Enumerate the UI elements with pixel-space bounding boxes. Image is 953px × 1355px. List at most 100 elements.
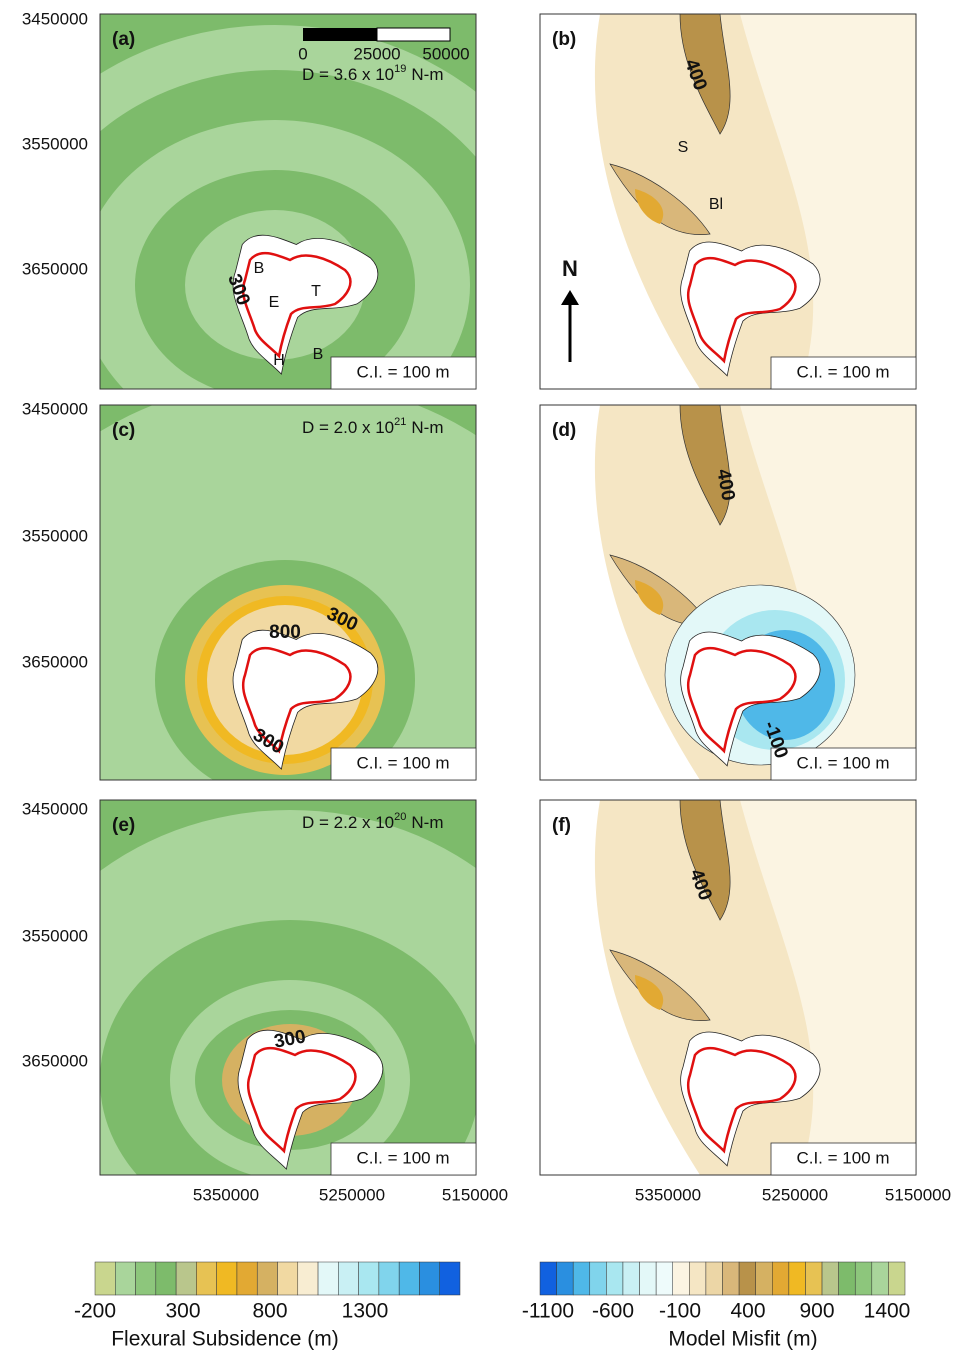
x-tick-label: 5250000 [762,1185,828,1204]
colorbar-tick: -600 [592,1300,634,1323]
rigidity-text: D = 3.6 x 10 [302,65,394,84]
place-label: B [254,260,265,277]
colorbar-tick: 1300 [342,1300,389,1323]
colorbar-cell [656,1262,673,1295]
scale-bar-label: 0 [298,44,307,63]
colorbar-cell [573,1262,590,1295]
colorbar-cell [359,1262,379,1295]
colorbar-title: Model Misfit (m) [668,1328,817,1351]
colorbar-cell [689,1262,706,1295]
colorbar-cell [115,1262,135,1295]
place-label: T [311,283,321,300]
panel-label: (a) [112,29,135,50]
x-tick-label: 5250000 [319,1185,385,1204]
colorbar-tick: 400 [730,1300,765,1323]
colorbar-cell [673,1262,690,1295]
x-tick-label: 5150000 [442,1185,508,1204]
colorbar-cell [278,1262,298,1295]
colorbar-tick: 300 [165,1300,200,1323]
scale-bar-label: 25000 [353,44,400,63]
colorbar-cell [805,1262,822,1295]
place-label: S [678,139,689,156]
ci-label: C.I. = 100 m [356,753,449,772]
scale-bar-black [303,28,377,41]
ci-label: C.I. = 100 m [796,753,889,772]
y-tick-label: 3550000 [22,926,88,945]
colorbar-cell [540,1262,557,1295]
colorbar-cell [822,1262,839,1295]
panel-label: (d) [552,420,576,441]
colorbar-cell [176,1262,196,1295]
rigidity-exp: 20 [394,811,406,823]
map-panel [540,14,916,389]
ci-label: C.I. = 100 m [796,362,889,381]
colorbar-tick: -1100 [522,1300,574,1323]
rigidity-exp: 19 [394,63,406,75]
scale-bar-label: 50000 [422,44,469,63]
y-tick-label: 3450000 [22,9,88,28]
colorbar-cell [298,1262,318,1295]
ci-label: C.I. = 100 m [356,1148,449,1167]
colorbar-cell [318,1262,338,1295]
contour-label: 800 [269,622,301,643]
colorbar-cell [640,1262,657,1295]
colorbar-cell [772,1262,789,1295]
map-panel [540,800,916,1175]
rigidity-unit: N-m [411,65,443,84]
panel-label: (f) [552,815,571,836]
colorbar-cell [789,1262,806,1295]
figure: (a) D = 3.6 x 1019 N-m C.I. = 100 m (b) C.I. … [0,0,953,1355]
rigidity: D = 3.6 x 1019 N-m [302,63,444,85]
y-tick-label: 3450000 [22,399,88,418]
colorbar-tick: 900 [799,1300,834,1323]
colorbar-cell [706,1262,723,1295]
rigidity-text: D = 2.0 x 10 [302,418,394,437]
place-label: H [273,352,285,369]
colorbar-cell [739,1262,756,1295]
colorbar-cell [379,1262,399,1295]
colorbar-cell [419,1262,439,1295]
y-tick-label: 3650000 [22,259,88,278]
place-label: E [269,294,280,311]
colorbar-tick: -200 [74,1300,116,1323]
y-tick-label: 3450000 [22,799,88,818]
colorbar-cell [237,1262,257,1295]
y-tick-label: 3650000 [22,652,88,671]
colorbar-cell [217,1262,237,1295]
panel-label: (e) [112,815,135,836]
colorbar-title: Flexural Subsidence (m) [111,1328,339,1351]
rigidity-exp: 21 [394,416,406,428]
colorbar-cell [338,1262,358,1295]
north-label: N [562,256,578,281]
panel-label: (b) [552,29,576,50]
rigidity: D = 2.0 x 1021 N-m [302,416,444,438]
rigidity-text: D = 2.2 x 10 [302,813,394,832]
colorbar-cell [723,1262,740,1295]
rigidity-unit: N-m [411,813,443,832]
y-tick-label: 3550000 [22,134,88,153]
colorbar-cell [156,1262,176,1295]
colorbar-cell [196,1262,216,1295]
colorbar-cell [623,1262,640,1295]
place-label: B [313,346,324,363]
colorbar-tick: 800 [252,1300,287,1323]
colorbar-cell [440,1262,460,1295]
colorbar-cell [257,1262,277,1295]
y-tick-label: 3650000 [22,1051,88,1070]
colorbar-tick: -100 [659,1300,701,1323]
colorbar-cell [136,1262,156,1295]
colorbar-tick: 1400 [864,1300,911,1323]
panel-label: (c) [112,420,135,441]
colorbar-cell [590,1262,607,1295]
colorbar-cell [756,1262,773,1295]
colorbar-cell [872,1262,889,1295]
colorbar-cell [855,1262,872,1295]
y-tick-label: 3550000 [22,526,88,545]
colorbar-cell [839,1262,856,1295]
x-tick-label: 5350000 [635,1185,701,1204]
colorbar-cell [399,1262,419,1295]
colorbar-cell [95,1262,115,1295]
colorbar-cell [888,1262,905,1295]
rigidity-unit: N-m [411,418,443,437]
x-tick-label: 5150000 [885,1185,951,1204]
